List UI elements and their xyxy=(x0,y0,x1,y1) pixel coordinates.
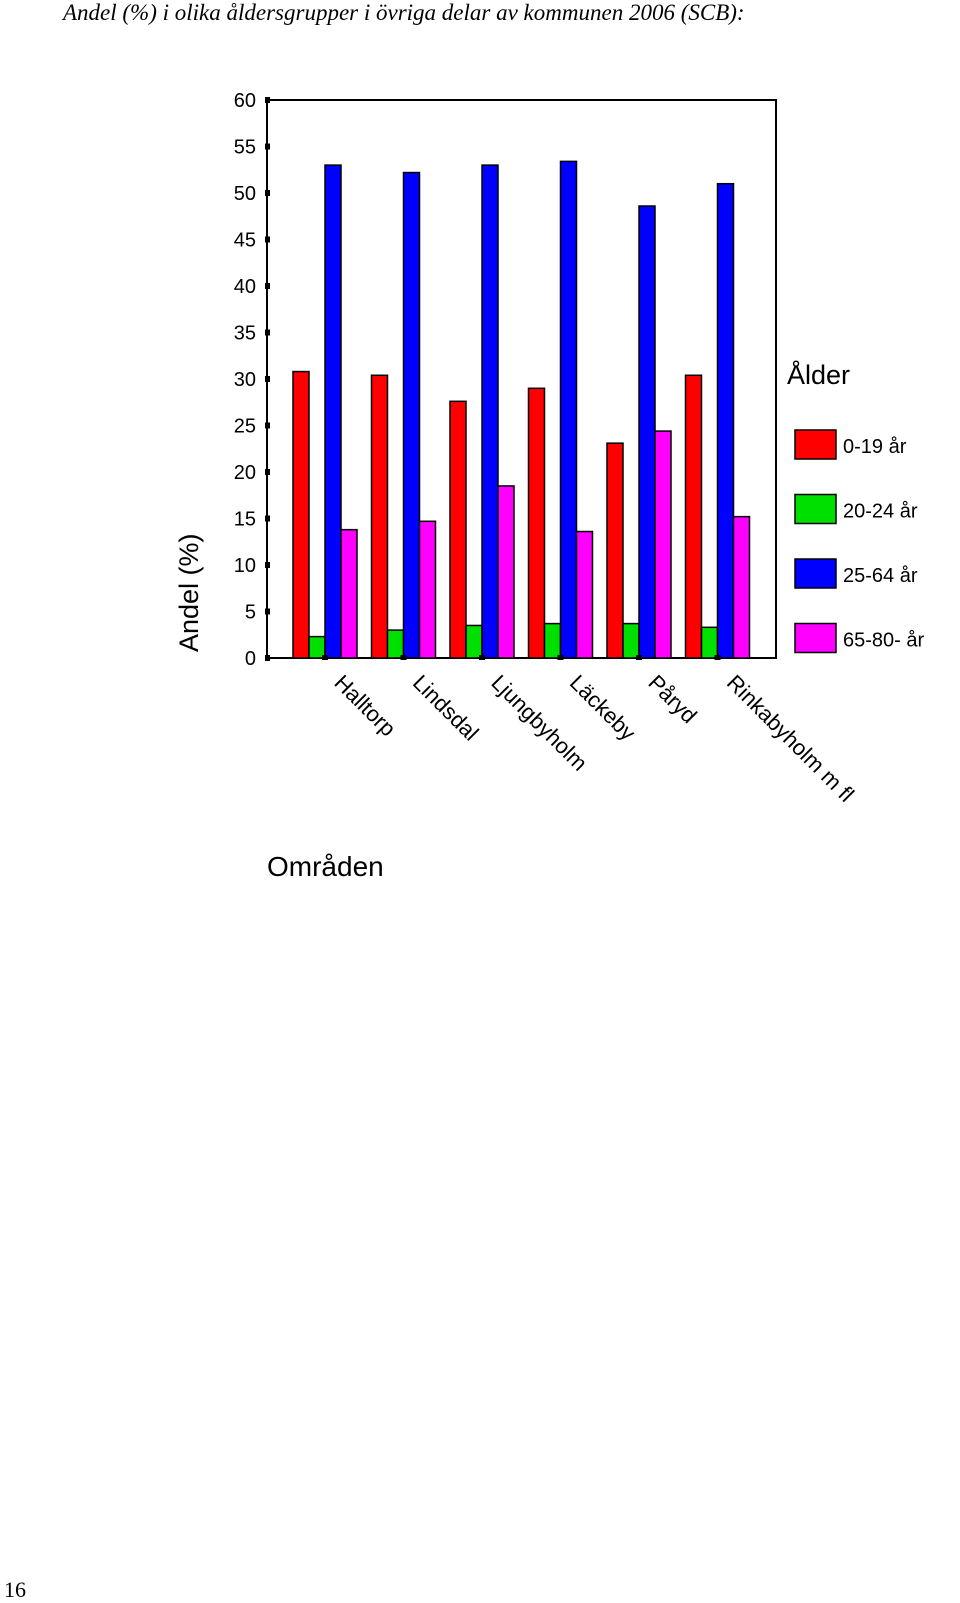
bar-4-6 xyxy=(732,515,751,659)
legend-label-3: 25-64 år xyxy=(843,565,918,587)
y-tick-label: 5 xyxy=(245,602,256,624)
x-tick-mark xyxy=(322,655,328,660)
y-tick-mark xyxy=(265,608,270,615)
bar-1-1 xyxy=(292,370,310,659)
bar-4-1 xyxy=(340,528,358,659)
bar-4-4 xyxy=(575,530,594,659)
legend: 0-19 år 20-24 år 25-64 år 65-80- år xyxy=(794,429,924,654)
x-tick-mark xyxy=(479,655,485,660)
x-tick-label: Lindsdal xyxy=(408,670,484,746)
y-tick-label: 40 xyxy=(234,276,256,298)
y-tick-mark xyxy=(265,562,270,568)
y-tick-mark xyxy=(265,422,270,429)
y-tick-label: 30 xyxy=(234,369,256,391)
y-tick-mark xyxy=(265,655,270,661)
legend-label-1: 0-19 år xyxy=(843,436,907,458)
legend-swatch-1 xyxy=(794,429,837,460)
x-tick-mark xyxy=(557,655,564,660)
bar-2-2 xyxy=(386,629,405,659)
y-tick-mark xyxy=(265,376,270,382)
bar-3-6 xyxy=(716,182,735,659)
x-tick-label: Påryd xyxy=(643,670,701,728)
legend-swatch-2 xyxy=(794,493,837,525)
bar-3-4 xyxy=(559,160,578,659)
bar-1-6 xyxy=(684,374,703,659)
y-tick-label: 55 xyxy=(234,137,256,159)
y-tick-mark xyxy=(265,469,270,475)
legend-title: Ålder xyxy=(787,359,850,390)
y-tick-label: 15 xyxy=(234,509,256,531)
bar-3-3 xyxy=(481,164,499,659)
bar-4-5 xyxy=(654,430,672,659)
bar-2-6 xyxy=(700,626,719,659)
y-tick-mark xyxy=(265,236,270,243)
bar-1-3 xyxy=(449,400,467,659)
x-tick-mark xyxy=(400,655,407,660)
bar-2-5 xyxy=(622,622,640,659)
bar-1-2 xyxy=(370,374,389,659)
y-tick-label: 25 xyxy=(234,416,256,438)
bar-3-1 xyxy=(324,164,342,659)
legend-label-2: 20-24 år xyxy=(843,501,918,523)
y-tick-mark xyxy=(265,143,270,150)
legend-swatch-3 xyxy=(794,558,837,589)
y-axis-label: Andel (%) xyxy=(174,533,204,652)
bar-3-2 xyxy=(402,171,421,659)
y-tick-label: 10 xyxy=(234,555,256,577)
x-tick-label: Halltorp xyxy=(329,670,400,741)
page-title: Andel (%) i olika åldersgrupper i övriga… xyxy=(63,0,745,25)
bar-2-1 xyxy=(308,635,326,659)
bar-4-2 xyxy=(418,520,437,659)
bar-2-4 xyxy=(543,622,562,659)
x-tick-mark xyxy=(714,655,721,660)
y-tick-mark xyxy=(265,97,270,103)
x-tick-mark xyxy=(636,655,642,660)
legend-label-4: 65-80- år xyxy=(843,630,924,652)
y-tick-mark xyxy=(265,283,270,289)
page-number: 16 xyxy=(4,1577,26,1602)
bar-1-4 xyxy=(527,387,546,659)
x-axis-label: Områden xyxy=(267,851,384,882)
y-tick-mark xyxy=(265,190,270,196)
x-tick-label: Rinkabyholm m fl xyxy=(722,670,859,807)
x-tick-label: Läckeby xyxy=(565,670,641,746)
y-tick-mark xyxy=(265,329,270,336)
y-tick-label: 60 xyxy=(234,90,256,112)
y-tick-label: 35 xyxy=(234,323,256,345)
y-tick-label: 45 xyxy=(234,230,256,252)
bar-1-5 xyxy=(606,442,624,659)
bar-2-3 xyxy=(465,624,483,659)
y-tick-label: 20 xyxy=(234,462,256,484)
legend-swatch-4 xyxy=(794,622,837,654)
y-tick-label: 50 xyxy=(234,183,256,205)
bar-3-5 xyxy=(638,205,656,659)
y-tick-mark xyxy=(265,515,270,522)
y-tick-label: 0 xyxy=(245,648,256,670)
bar-4-3 xyxy=(497,485,515,659)
